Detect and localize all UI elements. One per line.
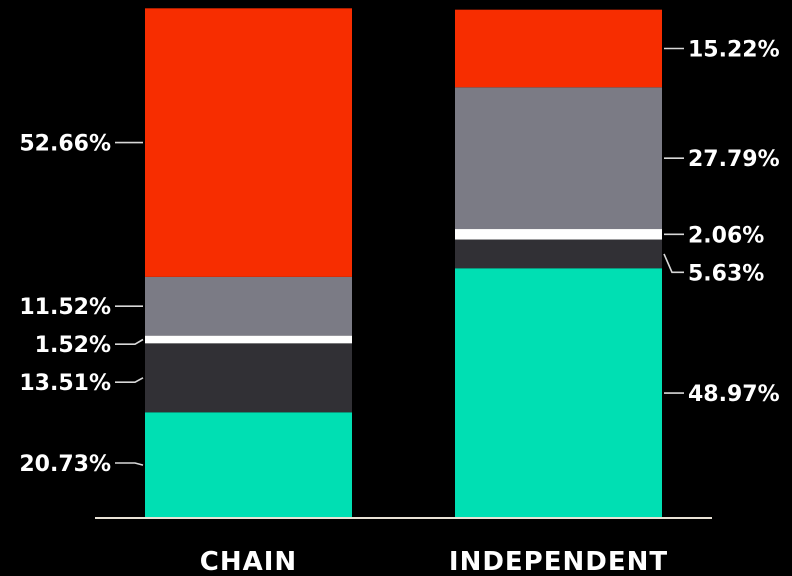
bar-segment-chain-4 bbox=[145, 8, 352, 277]
data-label-independent-4: 15.22% bbox=[688, 38, 780, 63]
leader-line-chain-1 bbox=[115, 377, 144, 383]
data-labels-layer: 52.66% 11.52% 1.52% 13.51% 20.73% 15.22% 27.79… bbox=[19, 38, 779, 478]
data-label-chain-3: 11.52% bbox=[19, 295, 111, 320]
bar-segment-chain-0 bbox=[145, 412, 352, 518]
data-label-independent-1: 5.63% bbox=[688, 261, 764, 286]
category-labels-layer: CHAIN INDEPENDENT bbox=[200, 547, 668, 576]
category-label-independent: INDEPENDENT bbox=[449, 547, 668, 576]
bar-segment-chain-3 bbox=[145, 276, 352, 336]
bar-segment-independent-1 bbox=[455, 239, 662, 269]
data-label-independent-3: 27.79% bbox=[688, 147, 780, 172]
data-label-chain-4: 52.66% bbox=[19, 132, 111, 157]
data-label-independent-0: 48.97% bbox=[688, 382, 780, 407]
bars-layer bbox=[145, 8, 662, 518]
data-label-chain-2: 1.52% bbox=[35, 333, 111, 358]
data-label-chain-1: 13.51% bbox=[19, 371, 111, 396]
leader-lines-layer bbox=[115, 47, 684, 466]
category-label-chain: CHAIN bbox=[200, 547, 297, 576]
leader-line-independent-1 bbox=[663, 253, 684, 274]
bar-segment-independent-4 bbox=[455, 9, 662, 88]
leader-line-chain-0 bbox=[115, 462, 144, 466]
bar-segment-chain-1 bbox=[145, 343, 352, 413]
bar-segment-independent-2 bbox=[455, 229, 662, 240]
bar-segment-independent-0 bbox=[455, 268, 662, 518]
bar-segment-independent-3 bbox=[455, 87, 662, 230]
bar-segment-chain-2 bbox=[145, 335, 352, 344]
data-label-independent-2: 2.06% bbox=[688, 223, 764, 248]
leader-line-chain-2 bbox=[115, 338, 144, 345]
data-label-chain-0: 20.73% bbox=[19, 452, 111, 477]
